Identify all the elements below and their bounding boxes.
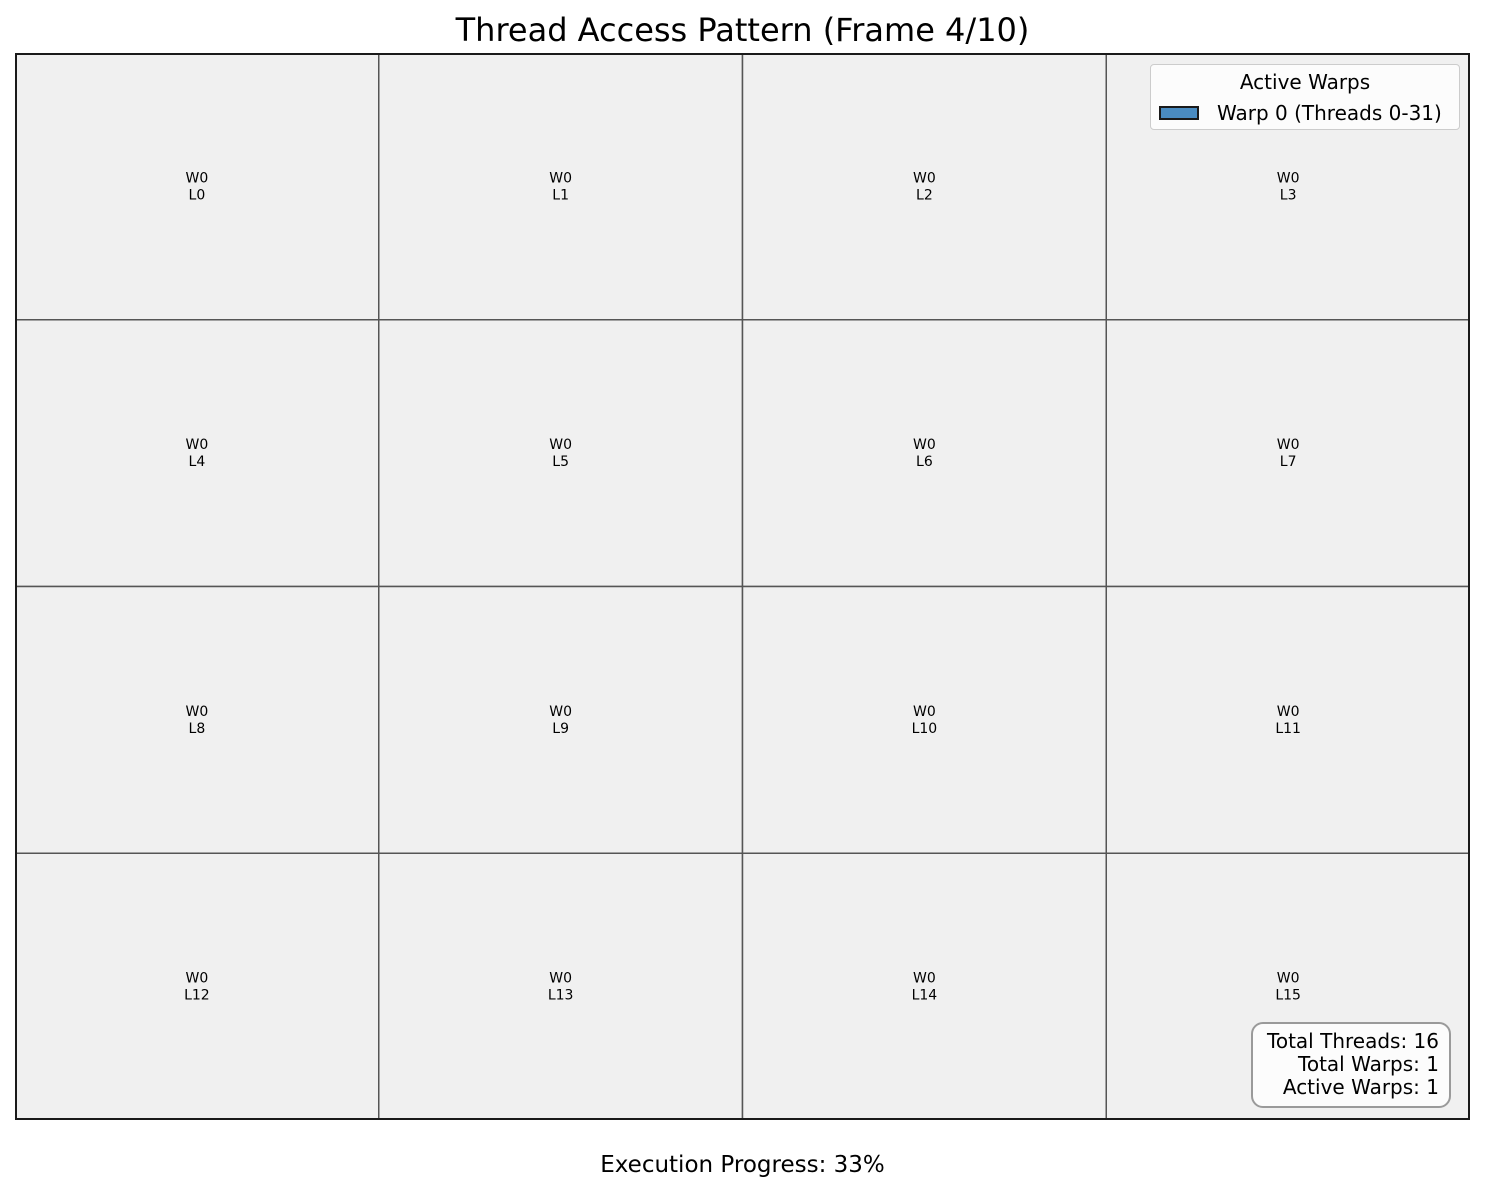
thread-cell-label: W0 L2: [913, 170, 936, 203]
thread-cell-label: W0 L8: [186, 704, 209, 737]
thread-cell-label: W0 L10: [912, 704, 938, 737]
thread-cell-label: W0 L3: [1277, 170, 1300, 203]
thread-cell-label: W0 L11: [1275, 704, 1301, 737]
thread-cell-L6: W0 L6: [741, 319, 1107, 588]
thread-cell-label: W0 L13: [548, 971, 574, 1004]
legend-label-warp-0: Warp 0 (Threads 0-31): [1217, 101, 1442, 125]
thread-cell-L8: W0 L8: [15, 585, 380, 854]
thread-cell-rect: [15, 319, 380, 588]
thread-cell-L13: W0 L13: [378, 852, 744, 1120]
thread-cell-label: W0 L1: [549, 170, 572, 203]
thread-cell-label: W0 L4: [186, 437, 209, 470]
thread-cell-L7: W0 L7: [1105, 319, 1470, 588]
thread-cell-L9: W0 L9: [378, 585, 744, 854]
thread-cell-rect: [15, 53, 380, 321]
legend-title: Active Warps: [1239, 70, 1371, 94]
legend-swatch-warp-0: [1159, 106, 1199, 120]
thread-cell-rect: [1105, 319, 1470, 588]
thread-cell-rect: [15, 585, 380, 854]
execution-progress: Execution Progress: 33%: [600, 1152, 885, 1178]
chart-title: Thread Access Pattern (Frame 4/10): [455, 11, 1030, 49]
thread-cell-L1: W0 L1: [378, 53, 744, 321]
thread-cell-L11: W0 L11: [1105, 585, 1470, 854]
thread-cell-L5: W0 L5: [378, 319, 744, 588]
thread-cell-label: W0 L9: [549, 704, 572, 737]
thread-cell-rect: [15, 852, 380, 1120]
stat-total-warps: Total Warps: 1: [1298, 1052, 1439, 1076]
grid-frame: [15, 53, 1470, 1120]
legend: Active Warps Warp 0 (Threads 0-31): [1150, 64, 1460, 130]
thread-cell-label: W0 L15: [1275, 971, 1301, 1004]
thread-cell-rect: [378, 53, 744, 321]
thread-cell-L10: W0 L10: [741, 585, 1107, 854]
thread-cell-rect: [378, 319, 744, 588]
thread-cell-label: W0 L12: [184, 971, 210, 1004]
stats-box: Total Threads: 16 Total Warps: 1 Active …: [1251, 1022, 1451, 1108]
thread-cell-L2: W0 L2: [741, 53, 1107, 321]
legend-entry-warp-0: Warp 0 (Threads 0-31): [1159, 101, 1442, 125]
stat-active-warps: Active Warps: 1: [1282, 1075, 1439, 1099]
thread-grid-svg: W0 L0 W0 L1 W0 L2 W0 L3 W0 L4 W0 L5 W0 L6 W0 L7 W0 L8 W0 L9…: [15, 53, 1470, 1120]
thread-cell-label: W0 L0: [186, 170, 209, 203]
thread-cell-rect: [741, 585, 1107, 854]
thread-cell-label: W0 L14: [912, 971, 938, 1004]
thread-grid: W0 L0 W0 L1 W0 L2 W0 L3 W0 L4 W0 L5 W0 L6 W0 L7 W0 L8 W0 L9…: [15, 53, 1470, 1120]
thread-cell-rect: [1105, 585, 1470, 854]
thread-cell-label: W0 L6: [913, 437, 936, 470]
thread-cell-rect: [378, 852, 744, 1120]
thread-cell-label: W0 L5: [549, 437, 572, 470]
thread-cell-L0: W0 L0: [15, 53, 380, 321]
thread-cell-L14: W0 L14: [741, 852, 1107, 1120]
thread-cell-rect: [741, 53, 1107, 321]
thread-cell-rect: [378, 585, 744, 854]
thread-cell-label: W0 L7: [1277, 437, 1300, 470]
thread-cell-L12: W0 L12: [15, 852, 380, 1120]
thread-cell-rect: [741, 319, 1107, 588]
stat-total-threads: Total Threads: 16: [1267, 1029, 1439, 1053]
thread-cell-L4: W0 L4: [15, 319, 380, 588]
thread-cell-rect: [741, 852, 1107, 1120]
